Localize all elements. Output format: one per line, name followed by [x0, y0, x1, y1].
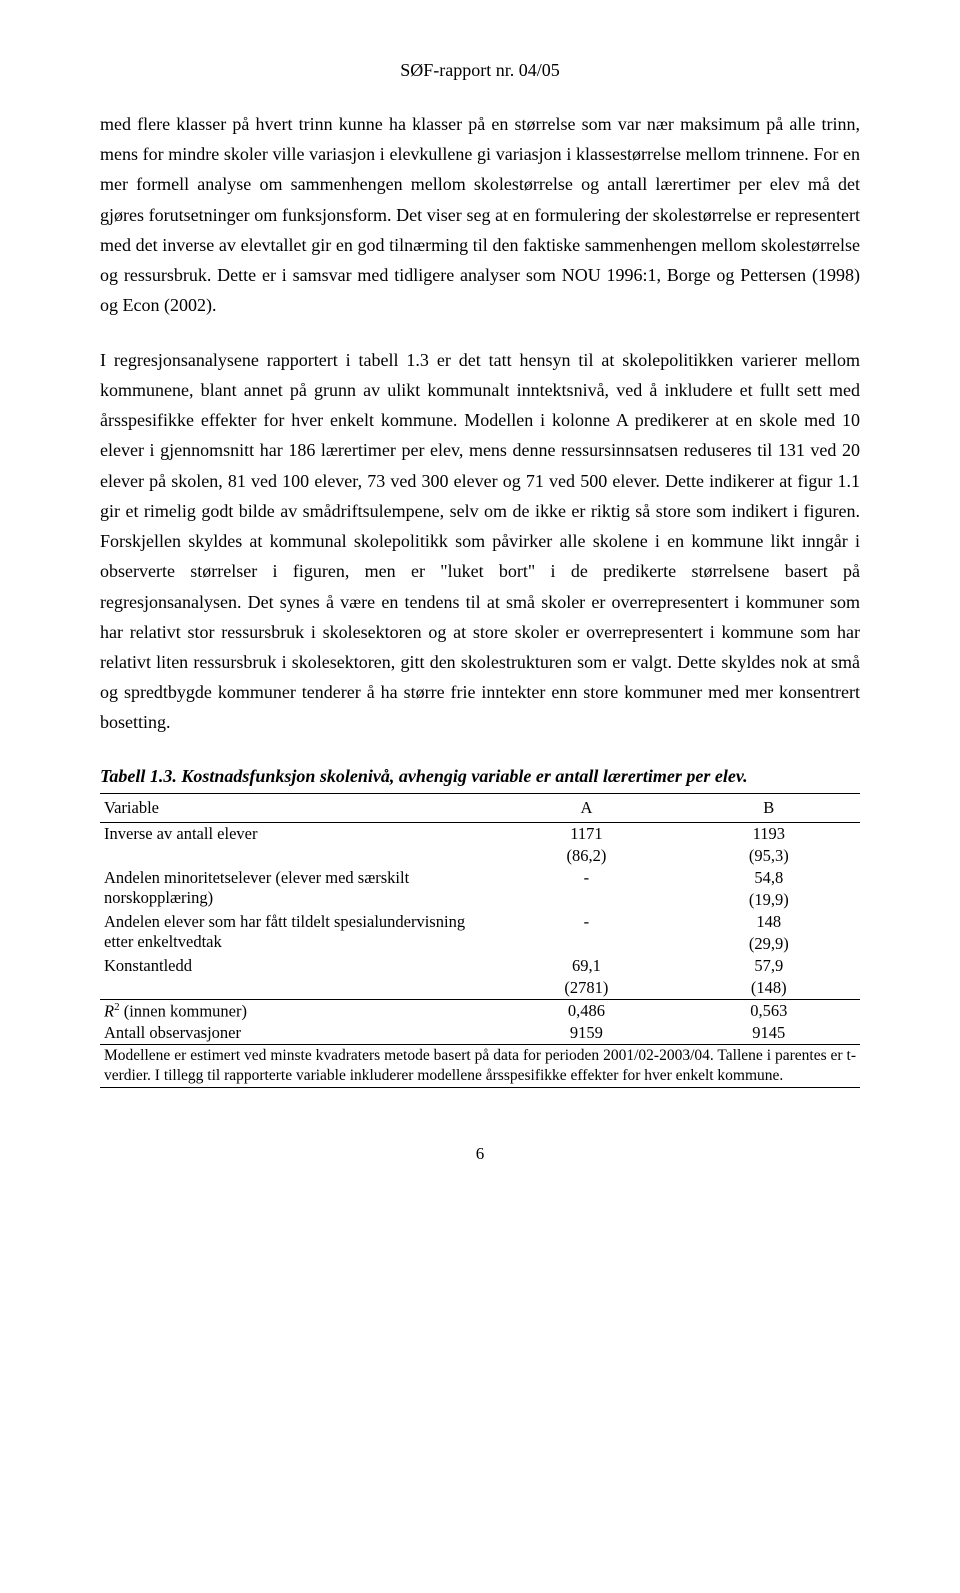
cell-value: 148 [678, 911, 860, 933]
variable-label: Inverse av antall elever [100, 822, 495, 867]
col-header-a: A [495, 793, 677, 822]
cell-value: 57,9 [678, 955, 860, 977]
table-row: Andelen minoritetselever (elever med sær… [100, 867, 860, 889]
cell-value: 1193 [678, 822, 860, 845]
cell-value [495, 889, 677, 911]
cell-value: - [495, 911, 677, 933]
col-header-variable: Variable [100, 793, 495, 822]
cell-value [495, 933, 677, 955]
cell-value: 0,563 [678, 999, 860, 1022]
table-row: Andelen elever som har fått tildelt spes… [100, 911, 860, 933]
variable-label: Andelen elever som har fått tildelt spes… [100, 911, 495, 955]
table-footnote: Modellene er estimert ved minste kvadrat… [100, 1045, 860, 1088]
variable-label: Antall observasjoner [100, 1022, 495, 1045]
table-title: Tabell 1.3. Kostnadsfunksjon skolenivå, … [100, 766, 860, 787]
cell-value: (148) [678, 977, 860, 1000]
cell-value: (2781) [495, 977, 677, 1000]
cell-value: 1171 [495, 822, 677, 845]
cell-value: (86,2) [495, 845, 677, 867]
variable-label-r2: R2 (innen kommuner) [100, 999, 495, 1022]
cell-value: (95,3) [678, 845, 860, 867]
r2-suffix: (innen kommuner) [120, 1001, 247, 1020]
cell-value: 0,486 [495, 999, 677, 1022]
cost-function-table: Variable A B Inverse av antall elever 11… [100, 793, 860, 1089]
table-footnote-row: Modellene er estimert ved minste kvadrat… [100, 1045, 860, 1088]
table-row: Inverse av antall elever 1171 1193 [100, 822, 860, 845]
cell-value: (19,9) [678, 889, 860, 911]
table-row: Konstantledd 69,1 57,9 [100, 955, 860, 977]
page-number: 6 [100, 1144, 860, 1164]
cell-value: 54,8 [678, 867, 860, 889]
table-header-row: Variable A B [100, 793, 860, 822]
page-container: SØF-rapport nr. 04/05 med flere klasser … [0, 0, 960, 1204]
table-row: R2 (innen kommuner) 0,486 0,563 [100, 999, 860, 1022]
variable-label: Andelen minoritetselever (elever med sær… [100, 867, 495, 911]
paragraph-2: I regresjonsanalysene rapportert i tabel… [100, 345, 860, 738]
report-header: SØF-rapport nr. 04/05 [100, 60, 860, 81]
cell-value: - [495, 867, 677, 889]
cell-value: 9145 [678, 1022, 860, 1045]
col-header-b: B [678, 793, 860, 822]
cell-value: 69,1 [495, 955, 677, 977]
cell-value: 9159 [495, 1022, 677, 1045]
table-row: Antall observasjoner 9159 9145 [100, 1022, 860, 1045]
variable-label: Konstantledd [100, 955, 495, 1000]
paragraph-1: med flere klasser på hvert trinn kunne h… [100, 109, 860, 321]
cell-value: (29,9) [678, 933, 860, 955]
